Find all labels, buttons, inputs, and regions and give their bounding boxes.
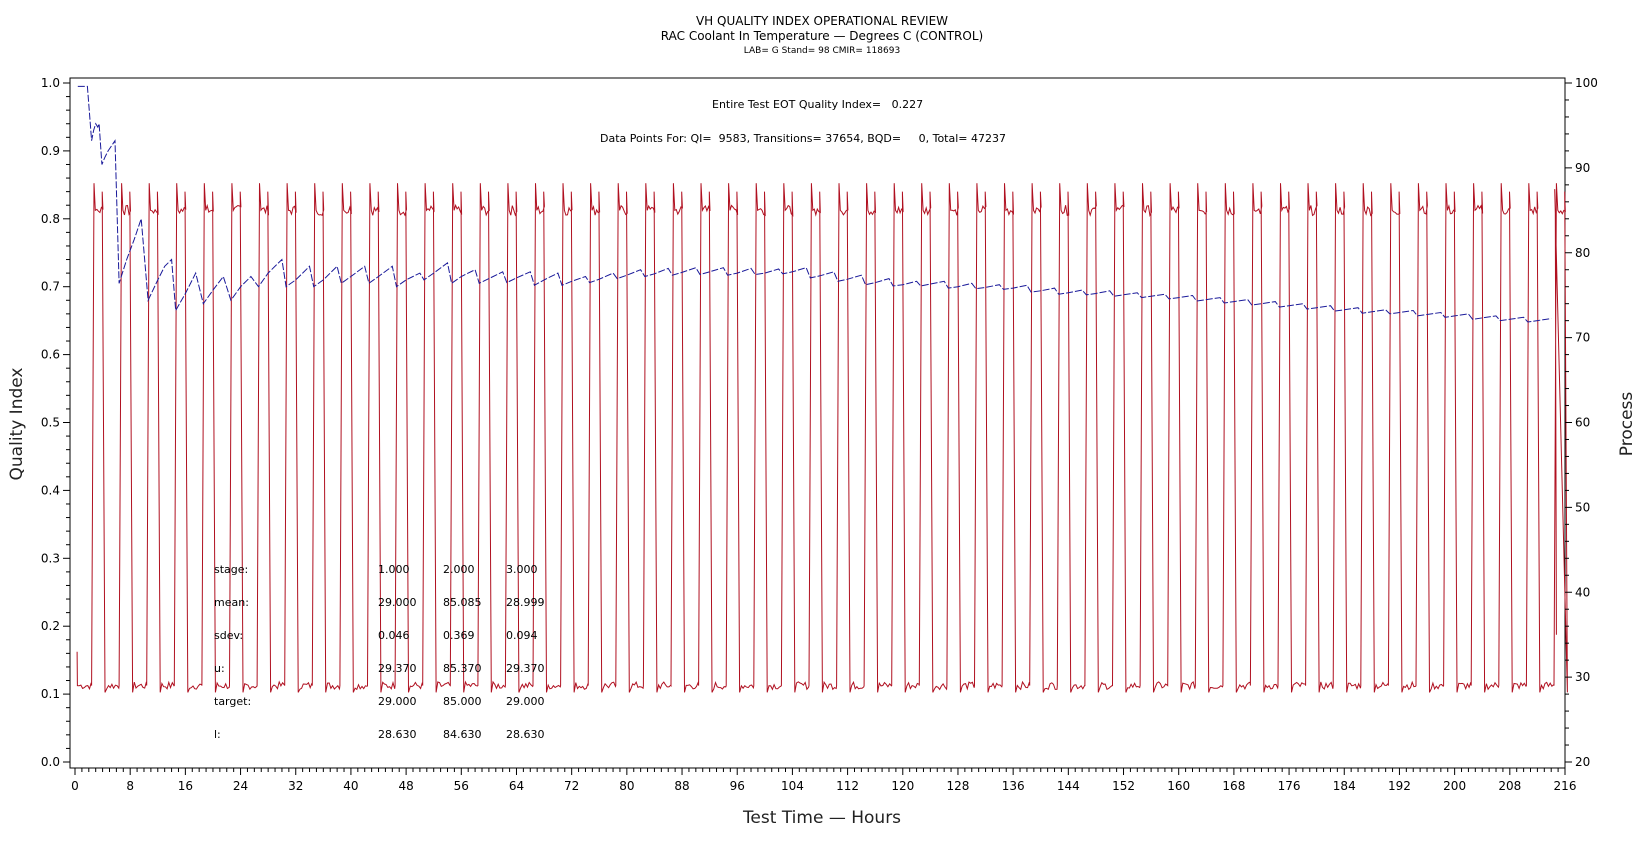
stats-row-label: target: <box>214 695 251 708</box>
stats-value: 28.630 <box>378 728 417 741</box>
stats-value: 29.000 <box>378 596 417 609</box>
x-tick-label-11: 88 <box>674 779 689 793</box>
quality-index-line <box>77 85 1552 323</box>
y-tick-label-6: 0.6 <box>41 348 60 362</box>
y-tick-label-7: 0.7 <box>41 280 60 294</box>
stats-value: 0.369 <box>443 629 475 642</box>
x-tick-label-23: 184 <box>1333 779 1356 793</box>
y-tick-label-8: 0.8 <box>41 212 60 226</box>
stats-value: 0.046 <box>378 629 410 642</box>
x-tick-label-9: 72 <box>564 779 579 793</box>
process-line <box>76 183 1568 693</box>
y-tick-label-4: 0.4 <box>41 483 60 497</box>
y2-tick-label-0: 20 <box>1575 755 1590 769</box>
x-tick-label-26: 208 <box>1498 779 1521 793</box>
x-tick-label-21: 168 <box>1222 779 1245 793</box>
stats-value: 28.630 <box>506 728 545 741</box>
stats-value: 28.999 <box>506 596 545 609</box>
stats-value: 29.370 <box>378 662 417 675</box>
x-tick-label-17: 136 <box>1002 779 1025 793</box>
x-tick-label-22: 176 <box>1278 779 1301 793</box>
stats-row-label: u: <box>214 662 225 675</box>
stats-row-label: l: <box>214 728 221 741</box>
x-tick-label-6: 48 <box>398 779 413 793</box>
x-tick-label-5: 40 <box>343 779 358 793</box>
y-axis-label: Quality Index <box>7 368 27 481</box>
y-tick-label-3: 0.3 <box>41 551 60 565</box>
y-tick-label-10: 1.0 <box>41 76 60 90</box>
x-tick-label-19: 152 <box>1112 779 1135 793</box>
chart-subtitle-lab: LAB= G Stand= 98 CMIR= 118693 <box>744 46 900 56</box>
stats-value: 0.094 <box>506 629 538 642</box>
y2-tick-label-3: 50 <box>1575 500 1590 514</box>
x-tick-label-15: 120 <box>891 779 914 793</box>
x-tick-label-10: 80 <box>619 779 634 793</box>
stats-row-label: sdev: <box>214 629 243 642</box>
x-tick-label-1: 8 <box>126 779 134 793</box>
x-tick-label-24: 192 <box>1388 779 1411 793</box>
annotation-data-points: Data Points For: QI= 9583, Transitions= … <box>600 132 1006 145</box>
y2-tick-label-2: 40 <box>1575 585 1590 599</box>
process-series <box>76 183 1568 693</box>
y-tick-label-9: 0.9 <box>41 144 60 158</box>
x-tick-label-2: 16 <box>178 779 193 793</box>
x-tick-label-20: 160 <box>1167 779 1190 793</box>
stats-value: 84.630 <box>443 728 482 741</box>
stats-value: 29.000 <box>378 695 417 708</box>
chart-title: VH QUALITY INDEX OPERATIONAL REVIEW <box>696 14 948 28</box>
y-tick-label-1: 0.1 <box>41 687 60 701</box>
plot-frame <box>69 77 1566 769</box>
x-tick-label-7: 56 <box>454 779 469 793</box>
x-tick-label-18: 144 <box>1057 779 1080 793</box>
stats-row-label: mean: <box>214 596 249 609</box>
x-tick-label-12: 96 <box>730 779 745 793</box>
y2-tick-label-7: 90 <box>1575 161 1590 175</box>
stats-table: stage: 1.000 2.000 3.000 mean: 29.000 85.085 28… <box>214 563 545 741</box>
x-tick-label-25: 200 <box>1443 779 1466 793</box>
y2-tick-label-4: 60 <box>1575 416 1590 430</box>
annotation-quality-index: Entire Test EOT Quality Index= 0.227 <box>712 98 923 111</box>
stats-value: 2.000 <box>443 563 475 576</box>
x-tick-label-13: 104 <box>781 779 804 793</box>
y2-tick-label-8: 100 <box>1575 76 1598 90</box>
chart-subtitle: RAC Coolant In Temperature — Degrees C (… <box>661 29 983 43</box>
stats-value: 85.370 <box>443 662 482 675</box>
stats-value: 1.000 <box>378 563 410 576</box>
stats-value: 3.000 <box>506 563 538 576</box>
y-tick-label-0: 0.0 <box>41 755 60 769</box>
y2-tick-label-6: 80 <box>1575 246 1590 260</box>
stats-value: 85.000 <box>443 695 482 708</box>
x-axis-label: Test Time — Hours <box>742 808 901 828</box>
y2-tick-label-5: 70 <box>1575 331 1590 345</box>
y2-tick-label-1: 30 <box>1575 670 1590 684</box>
stats-value: 29.370 <box>506 662 545 675</box>
x-tick-label-0: 0 <box>71 779 79 793</box>
stats-row-label: stage: <box>214 563 248 576</box>
x-tick-label-3: 24 <box>233 779 248 793</box>
stats-value: 85.085 <box>443 596 482 609</box>
x-tick-label-16: 128 <box>947 779 970 793</box>
x-tick-label-8: 64 <box>509 779 524 793</box>
y-tick-label-5: 0.5 <box>41 416 60 430</box>
y-tick-label-2: 0.2 <box>41 619 60 633</box>
x-tick-label-4: 32 <box>288 779 303 793</box>
y2-axis-label: Process <box>1617 392 1637 457</box>
x-tick-label-14: 112 <box>836 779 859 793</box>
stats-value: 29.000 <box>506 695 545 708</box>
axes: 0 8 16 24 32 40 48 56 64 72 80 88 96 104 112 120 128 136 1… <box>41 76 1598 793</box>
quality-index-series <box>77 85 1552 323</box>
x-tick-label-27: 216 <box>1554 779 1577 793</box>
